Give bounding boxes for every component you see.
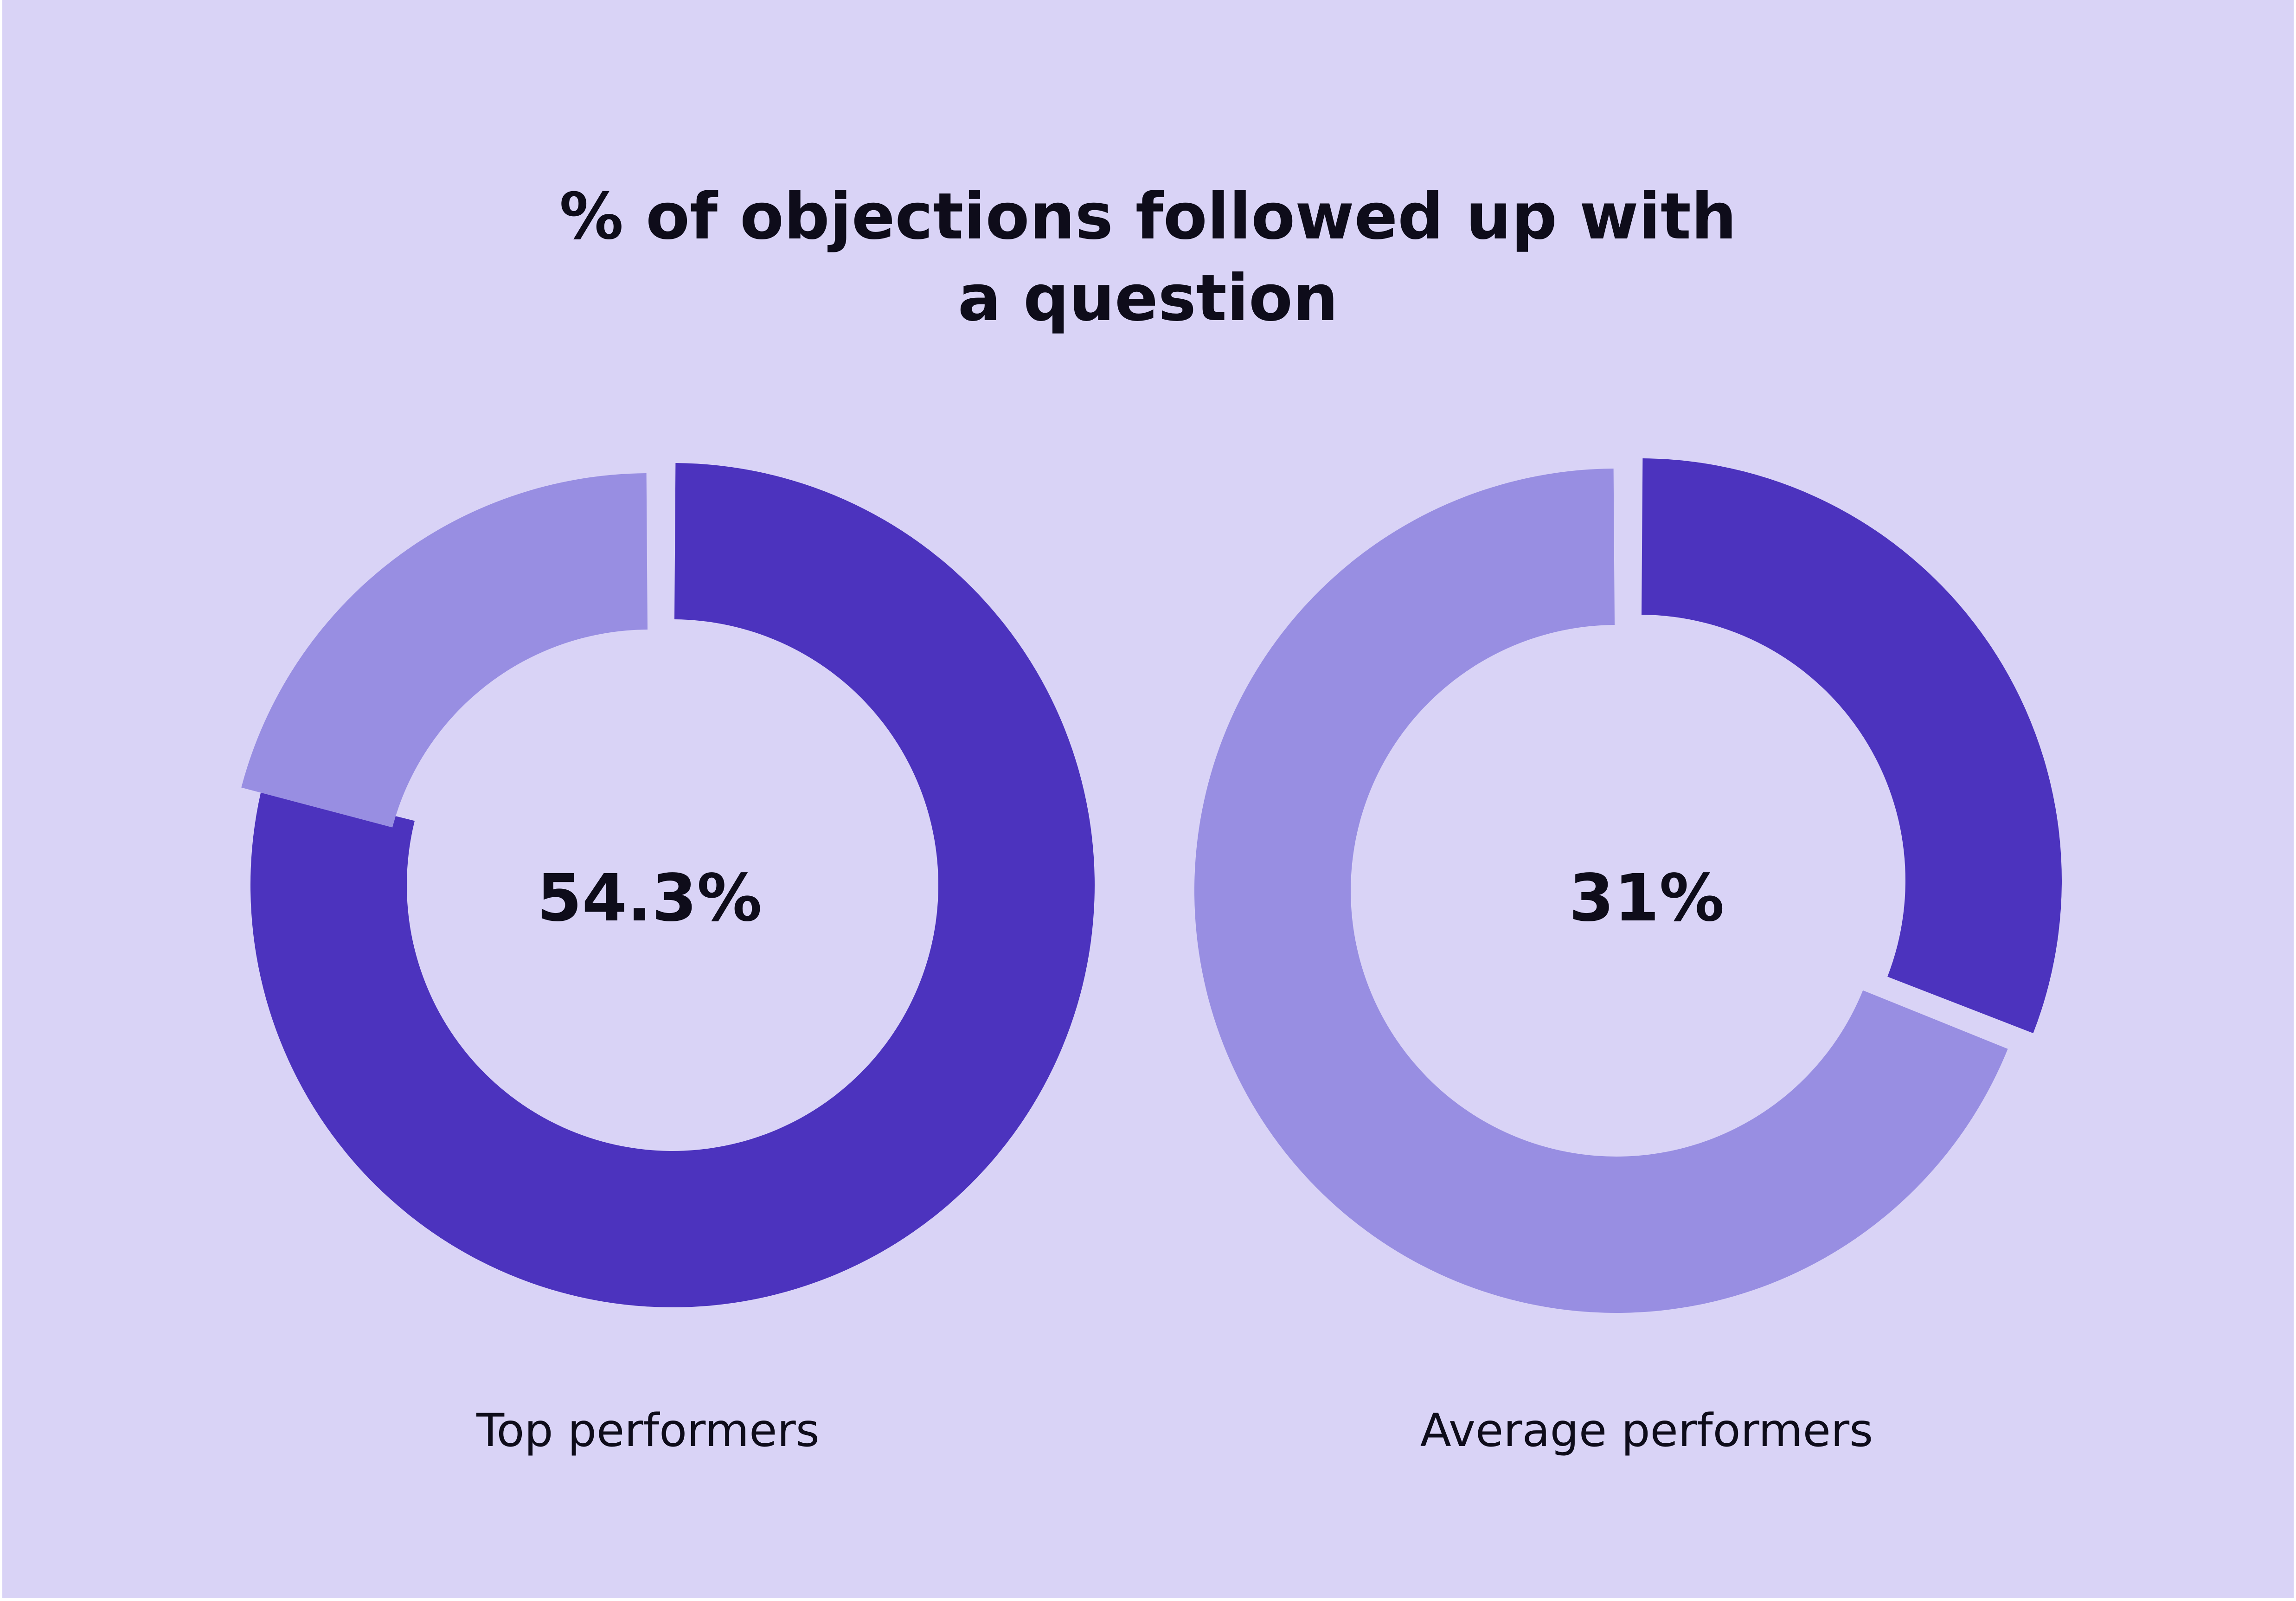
donut-average-performers-remainder-slice [1194, 469, 2008, 1313]
donut-average-performers-value: 31% [1569, 861, 1724, 936]
donut-top-performers-caption: Top performers [476, 1404, 819, 1457]
donut-average-performers-highlight-slice [1642, 458, 2062, 1034]
donut-top-performers-remainder-slice [241, 473, 648, 828]
donut-top-performers-highlight-slice [250, 463, 1095, 1307]
donut-average-performers-caption: Average performers [1420, 1404, 1873, 1457]
donut-top-performers-value: 54.3% [537, 861, 762, 936]
chart-title-line-1: % of objections followed up with [559, 179, 1737, 254]
donut-top-performers: 54.3% Top performers [241, 463, 1095, 1457]
chart-title-line-2: a question [958, 261, 1338, 335]
donut-average-performers: 31% Average performers [1194, 458, 2062, 1457]
